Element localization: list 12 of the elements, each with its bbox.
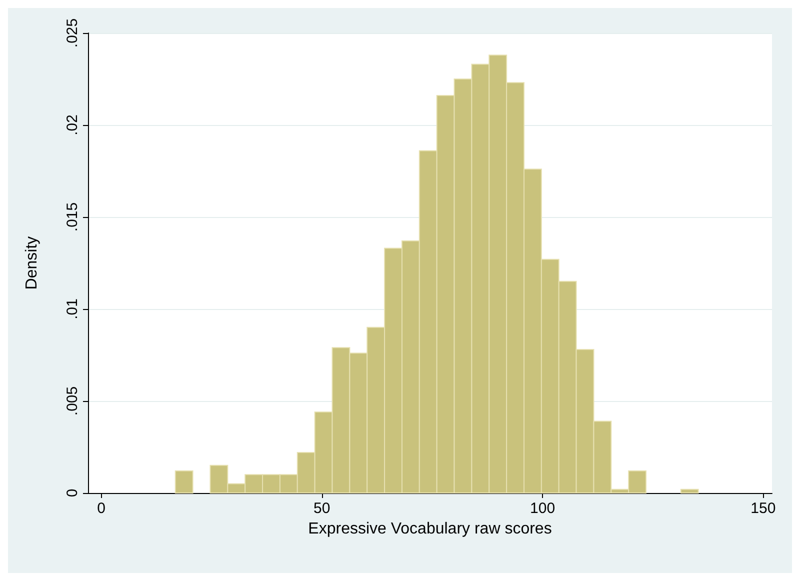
x-tick-label: 100 bbox=[530, 500, 556, 517]
x-tick-label: 0 bbox=[97, 500, 106, 517]
y-tick-label: 0 bbox=[64, 488, 81, 498]
x-axis-title: Expressive Vocabulary raw scores bbox=[308, 520, 552, 538]
y-tick-label: .015 bbox=[64, 202, 81, 232]
y-tick-label: .02 bbox=[64, 114, 81, 136]
y-tick-label: .005 bbox=[64, 386, 81, 416]
y-tick-label: .025 bbox=[64, 18, 81, 48]
y-axis-title: Density bbox=[24, 236, 40, 290]
x-tick-label: 150 bbox=[750, 500, 776, 517]
y-tick-label: .01 bbox=[64, 298, 81, 320]
x-tick-label: 50 bbox=[314, 500, 330, 517]
